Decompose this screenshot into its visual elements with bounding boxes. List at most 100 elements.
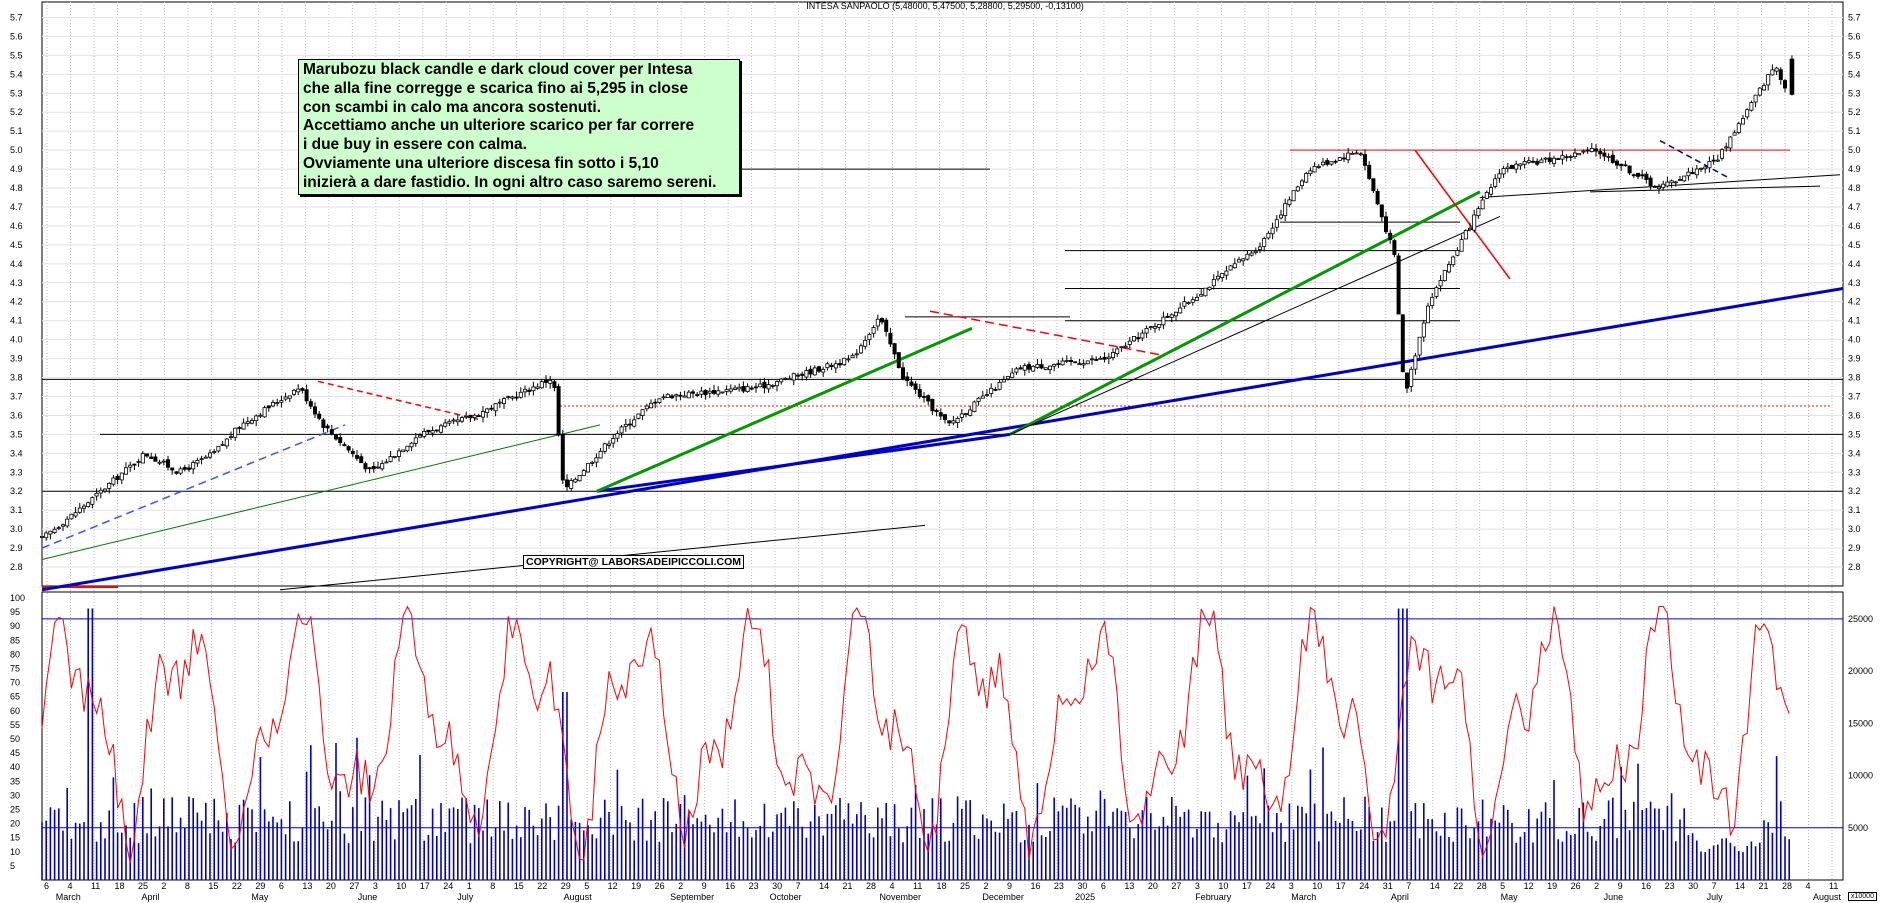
price-tick-left: 4.0 (10, 335, 23, 345)
candle (438, 425, 443, 433)
candle (1060, 360, 1065, 366)
candle (1132, 336, 1137, 342)
candle (615, 433, 620, 439)
candle (1514, 163, 1519, 170)
price-tick-right: 5.1 (1848, 126, 1861, 136)
oscillator-tick: 75 (10, 664, 20, 674)
date-tick: 30 (772, 881, 782, 891)
date-tick: 11 (913, 881, 922, 891)
price-tick-right: 3.7 (1848, 391, 1861, 401)
date-tick: 28 (1782, 881, 1792, 891)
candle (1472, 214, 1477, 231)
candle (691, 391, 696, 394)
candle (1216, 275, 1221, 280)
grid (41, 1, 1844, 881)
candle (741, 386, 746, 392)
candle (976, 397, 981, 402)
candle (140, 453, 145, 464)
candle (1056, 363, 1061, 366)
price-tick-left: 3.8 (10, 373, 23, 383)
month-label: November (879, 892, 921, 902)
candle (1770, 69, 1775, 76)
candle (396, 450, 401, 457)
candle (287, 395, 292, 399)
candlesticks (40, 55, 1795, 541)
candle (1518, 163, 1523, 167)
date-tick: 22 (232, 881, 242, 891)
candle (249, 420, 254, 424)
date-tick: 2 (161, 881, 166, 891)
candle (993, 388, 998, 391)
candle (1745, 109, 1750, 118)
month-label: March (56, 892, 81, 902)
candle (632, 419, 637, 427)
candle (1274, 219, 1279, 228)
date-tick: 25 (138, 881, 148, 891)
candle (291, 389, 296, 395)
candle (493, 403, 498, 412)
candle (1594, 148, 1599, 152)
date-tick: 16 (1030, 881, 1040, 891)
candle (1564, 156, 1569, 159)
candle (296, 388, 301, 393)
candle (686, 391, 691, 399)
candle (304, 389, 309, 402)
price-tick-right: 3.8 (1848, 373, 1861, 383)
candle (926, 395, 931, 402)
candle (207, 452, 212, 458)
price-tick-right: 4.9 (1848, 164, 1861, 174)
candle (94, 492, 99, 497)
candle (56, 527, 61, 530)
candle (1048, 365, 1053, 371)
candle (1085, 360, 1090, 365)
candle (1342, 157, 1347, 160)
price-tick-right: 3.6 (1848, 410, 1861, 420)
candle (157, 461, 162, 464)
annotation-line: Accettiamo anche un ulteriore scarico pe… (303, 117, 695, 135)
candle (371, 466, 376, 470)
candle (619, 426, 624, 434)
candle (838, 363, 843, 366)
candle (1732, 132, 1737, 136)
candle (1442, 269, 1447, 281)
candle (107, 483, 112, 489)
candle (1300, 180, 1305, 186)
date-tick: 4 (1806, 881, 1811, 891)
candle (216, 446, 221, 452)
candle (103, 488, 108, 492)
trendline-green (596, 326, 973, 493)
candle (888, 332, 893, 345)
volume-tick: 20000 (1848, 666, 1873, 676)
price-tick-left: 3.6 (10, 410, 23, 420)
oscillator-tick: 30 (10, 790, 20, 800)
volume-scale-label: x10000 (1848, 892, 1877, 901)
price-tick-left: 5.2 (10, 107, 23, 117)
candle (1316, 166, 1321, 168)
candle (552, 381, 557, 388)
candle (1090, 358, 1095, 361)
date-tick: 22 (1453, 881, 1463, 891)
price-tick-left: 5.3 (10, 88, 23, 98)
price-tick-right: 5.3 (1848, 88, 1861, 98)
candle (363, 463, 368, 470)
volume-axis: 5 10 15 20 25 30 35 40 45 50 55 60 65 70 75 80 85 90 95 100… (10, 593, 1873, 871)
candle (254, 415, 259, 422)
candle (1035, 364, 1040, 368)
candle (951, 420, 956, 424)
date-tick: 1 (467, 881, 472, 891)
candle (1375, 191, 1380, 205)
candle (1148, 326, 1153, 328)
candle (346, 446, 351, 451)
candle (1354, 152, 1359, 155)
candle (850, 354, 855, 359)
candle (186, 467, 191, 470)
candle (783, 377, 788, 380)
candle (1270, 227, 1275, 235)
candle (1178, 307, 1183, 314)
date-tick: 21 (843, 881, 853, 891)
candle (1573, 152, 1578, 158)
candle (514, 396, 519, 399)
candle (1031, 366, 1036, 372)
candle (329, 429, 334, 435)
candle (779, 378, 784, 383)
